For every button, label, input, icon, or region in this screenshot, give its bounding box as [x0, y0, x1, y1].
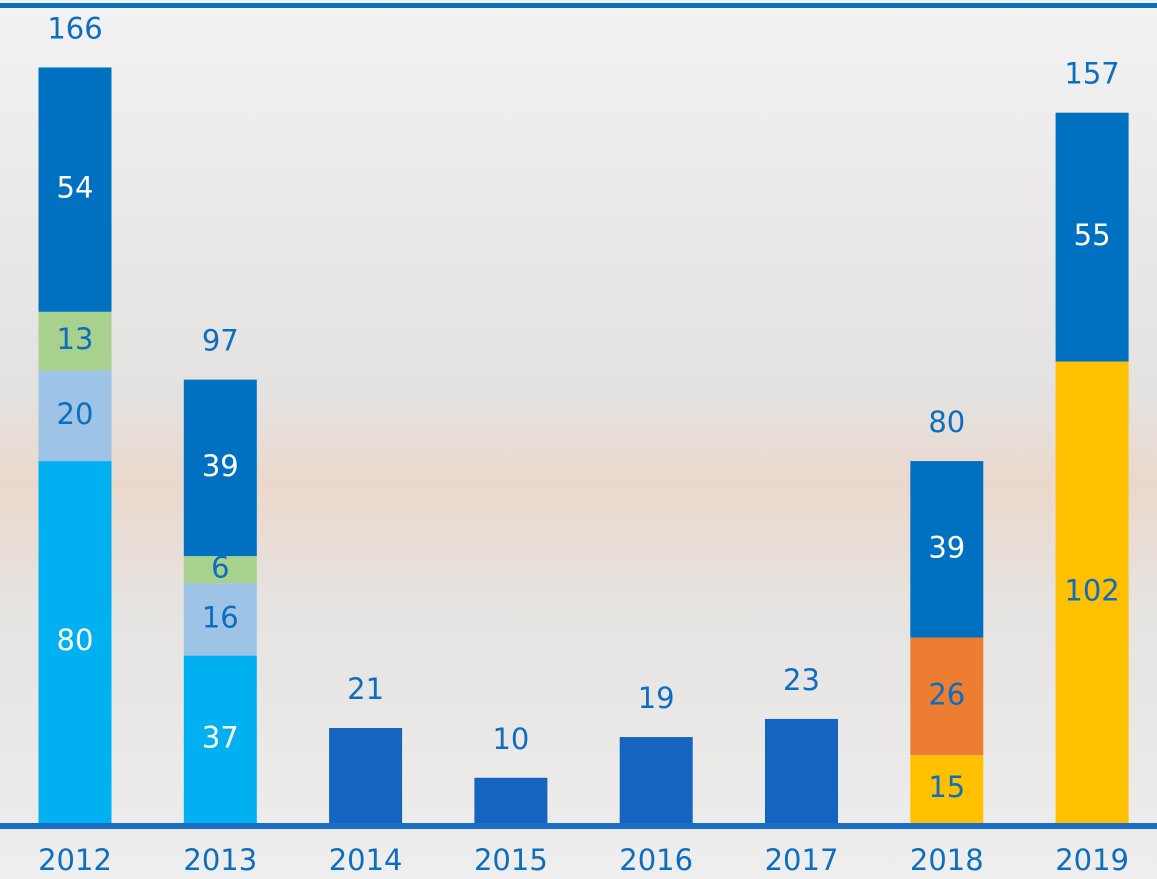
total-label: 157 [1064, 57, 1119, 91]
total-label: 97 [202, 324, 239, 358]
x-tick-label: 2013 [183, 843, 257, 877]
bar-segment [619, 737, 693, 823]
top-rule [0, 3, 1157, 8]
bar-segment [183, 583, 257, 656]
segment-label: 54 [57, 171, 94, 205]
x-tick-label: 2018 [910, 843, 984, 877]
total-label: 23 [783, 663, 820, 697]
total-label: 21 [347, 672, 384, 706]
segment-label: 15 [928, 770, 965, 804]
x-tick-label: 2014 [329, 843, 403, 877]
bar-segment [38, 370, 112, 462]
bar-segment [38, 311, 112, 371]
bar-segment [1055, 361, 1129, 823]
bar-segment [183, 556, 257, 584]
bar-segment [38, 461, 112, 823]
x-tick-label: 2017 [765, 843, 839, 877]
segment-label: 6 [211, 551, 229, 585]
bar-segment [765, 718, 838, 823]
segment-label: 16 [202, 600, 239, 634]
x-tick-label: 2016 [619, 843, 693, 877]
segment-label: 37 [202, 720, 239, 754]
total-label: 166 [47, 11, 102, 45]
segment-label: 102 [1064, 573, 1119, 607]
bar-segment [183, 655, 257, 823]
bar-segment [1055, 112, 1129, 362]
segment-label: 39 [928, 530, 965, 564]
bar-segment [474, 777, 548, 823]
bar-segment [910, 755, 984, 823]
segment-label: 80 [57, 623, 94, 657]
segment-label: 13 [57, 322, 94, 356]
bar-segment [910, 461, 984, 638]
segment-label: 26 [928, 677, 965, 711]
bar-segment [329, 727, 403, 823]
x-tick-label: 2019 [1055, 843, 1129, 877]
total-label: 10 [492, 722, 529, 756]
x-tick-label: 2015 [474, 843, 548, 877]
segment-label: 39 [202, 449, 239, 483]
bar-segment [38, 67, 112, 312]
total-label: 19 [638, 681, 675, 715]
total-label: 80 [928, 405, 965, 439]
segment-label: 20 [57, 397, 94, 431]
segment-label: 55 [1074, 218, 1111, 252]
bar-segment [183, 379, 257, 557]
x-tick-label: 2012 [38, 843, 112, 877]
baseline [0, 823, 1157, 829]
bar-segment [910, 637, 984, 756]
